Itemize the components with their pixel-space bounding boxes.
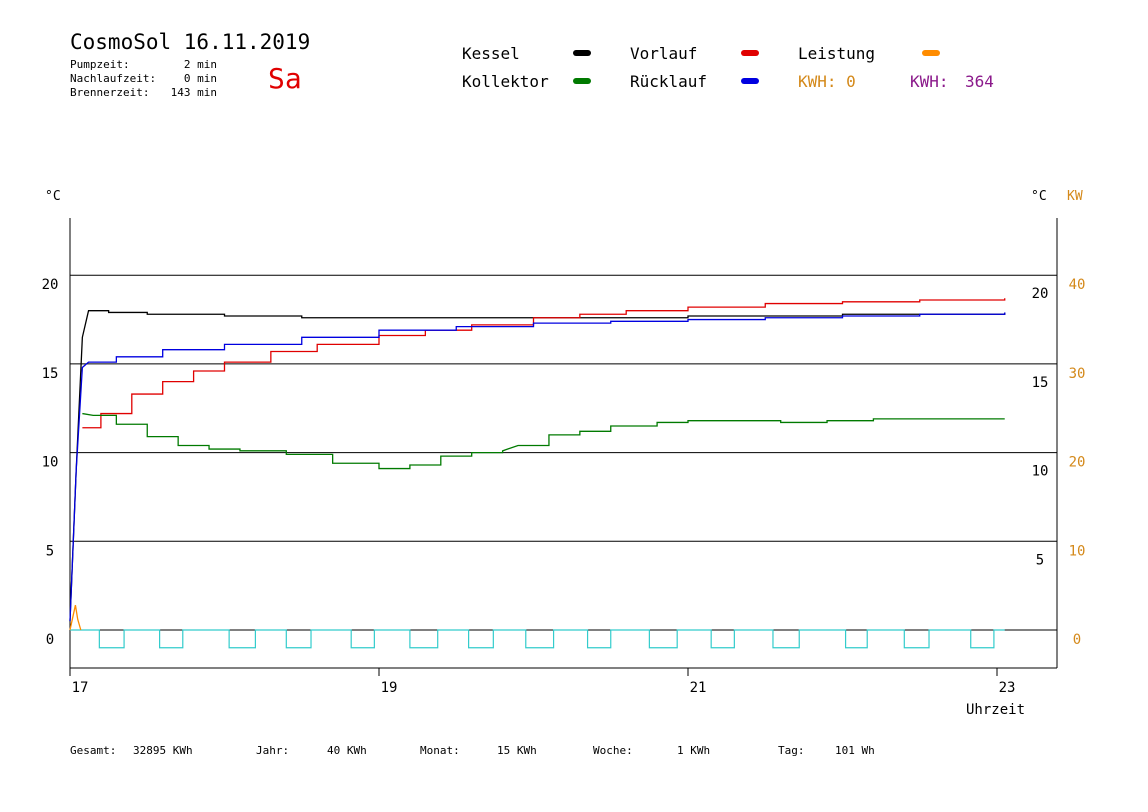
y-kw-tick-label-40: 40 [1069,277,1086,293]
y-left-tick-label-10: 10 [42,455,59,471]
footer-tag-value: 101 Wh [835,744,875,757]
y-left-tick-label-15: 15 [42,366,59,382]
brennerzeit-value: 143 min [170,86,217,99]
footer-jahr-label: Jahr: [256,744,290,757]
series-line-ruecklauf [69,312,1006,622]
grid-layer [70,274,1057,631]
x-axis-label: Uhrzeit [966,702,1026,718]
footer-woche-label: Woche: [593,744,633,757]
tick-label-layer: 17 19 21 23 0 5 10 15 20 5 10 15 20 0 10 20 30 40 [42,277,1086,696]
y-left-tick-label-5: 5 [46,543,54,559]
series-layer [69,298,1006,631]
legend-kollektor-label: Kollektor [462,72,549,91]
y-right-tick-label-15: 15 [1032,375,1049,391]
legend-kollektor-swatch [573,78,591,84]
footer-gesamt-value: 32895 KWh [133,744,193,757]
footer-tag-label: Tag: [778,744,805,757]
x-tick-label-23: 23 [999,680,1016,696]
footer-woche-value: 1 KWh [677,744,711,757]
y-right-tick-label-5: 5 [1036,552,1044,568]
pump-cycle-layer [70,629,1005,649]
legend-ruecklauf-label: Rücklauf [630,72,708,91]
x-tick-label-19: 19 [381,680,398,696]
footer-monat-value: 15 KWh [497,744,537,757]
x-tick-label-21: 21 [690,680,707,696]
weekday-label: Sa [268,62,302,95]
legend-kessel-swatch [573,50,591,56]
brennerzeit-label: Brennerzeit: [70,86,150,99]
kw-axis-unit: KW [1067,189,1083,204]
legend-vorlauf-swatch [741,50,759,56]
chart-title: CosmoSol 16.11.2019 [70,30,311,54]
y-kw-tick-label-20: 20 [1069,455,1086,471]
y-left-tick-label-20: 20 [42,277,59,293]
y-kw-tick-label-30: 30 [1069,366,1086,382]
y-right-tick-label-20: 20 [1032,286,1049,302]
left-axis-unit: °C [45,189,61,204]
legend-kwh-total-value: 364 [965,72,994,91]
pump-cycle-trace [70,629,1005,649]
series-line-leistung [69,605,82,631]
legend-kwh-leistung: KWH: 0 [798,72,856,91]
footer-monat-label: Monat: [420,744,460,757]
axis-layer [69,218,1058,676]
nachlaufzeit-value: 0 min [183,72,217,85]
pumpzeit-label: Pumpzeit: [70,58,130,71]
legend-leistung-label: Leistung [798,44,876,63]
series-line-kessel [69,310,1006,622]
y-kw-tick-label-10: 10 [1069,543,1086,559]
series-line-vorlauf [82,298,1006,429]
y-kw-tick-label-0: 0 [1073,632,1081,648]
legend-vorlauf-label: Vorlauf [630,44,698,63]
nachlaufzeit-label: Nachlaufzeit: [70,72,157,85]
y-left-tick-label-0: 0 [46,632,54,648]
pumpzeit-value: 2 min [183,58,217,71]
legend-leistung-swatch [922,50,940,56]
footer-jahr-value: 40 KWh [327,744,367,757]
legend-kwh-total-label: KWH: [910,72,949,91]
series-line-kollektor [82,412,1005,470]
legend-ruecklauf-swatch [741,78,759,84]
y-right-tick-label-10: 10 [1032,464,1049,480]
footer-gesamt-label: Gesamt: [70,744,117,757]
right-axis-unit: °C [1031,189,1047,204]
legend-kessel-label: Kessel [462,44,520,63]
x-tick-label-17: 17 [72,680,89,696]
